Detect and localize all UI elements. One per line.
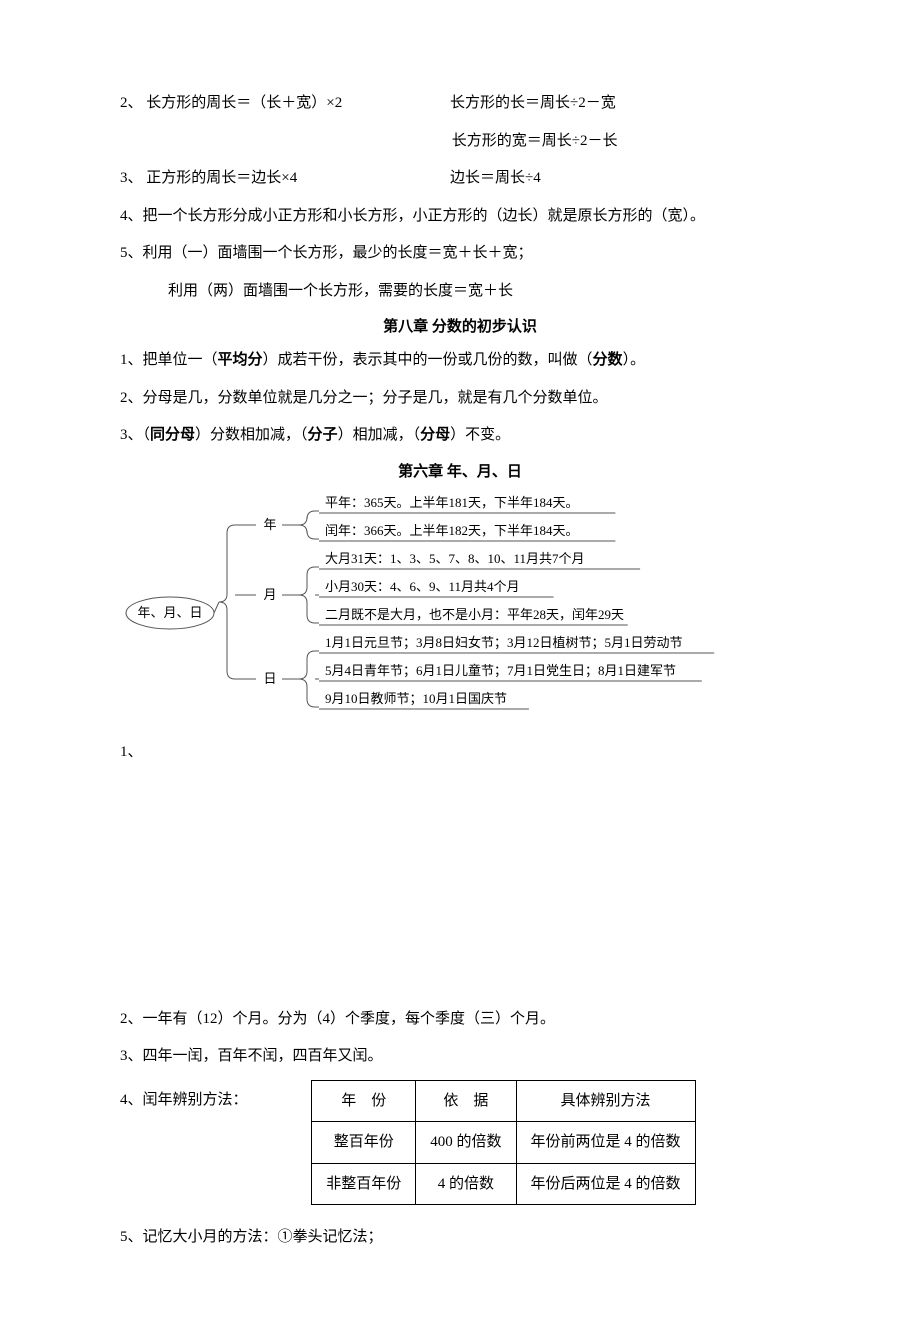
th-method: 具体辨别方法 xyxy=(516,1080,695,1122)
td: 4 的倍数 xyxy=(416,1163,516,1205)
rect-item-3: 3、 正方形的周长＝边长×4 边长＝周长÷4 xyxy=(120,164,800,193)
svg-text:大月31天：1、3、5、7、8、10、11月共7个月: 大月31天：1、3、5、7、8、10、11月共7个月 xyxy=(325,551,585,566)
formula-right: 长方形的长＝周长÷2－宽 xyxy=(450,89,616,118)
svg-text:月: 月 xyxy=(263,587,276,602)
item-num: 5、 xyxy=(120,245,143,261)
ymd-diagram-wrap: 年、月、日 年 平年：365天。上半年181天，下半年184天。闰年：366天。上半… xyxy=(120,491,800,736)
chapter8-body: 1、把单位一（平均分）成若干份，表示其中的一份或几份的数，叫做（分数）。 2、分… xyxy=(120,346,800,450)
document-page: 2、 长方形的周长＝（长＋宽）×2 长方形的长＝周长÷2－宽 长方形的宽＝周长÷… xyxy=(0,0,920,1321)
svg-text:二月既不是大月，也不是小月：平年28天，闰年29天: 二月既不是大月，也不是小月：平年28天，闰年29天 xyxy=(325,607,624,622)
formula-left: 长方形的周长＝（长＋宽）×2 xyxy=(146,89,446,118)
ch6-item-1-num: 1、 xyxy=(120,740,800,761)
leap-year-table: 年 份 依 据 具体辨别方法 整百年份 400 的倍数 年份前两位是 4 的倍数… xyxy=(311,1080,695,1206)
rect-item-5b: 利用（两）面墙围一个长方形，需要的长度＝宽＋长 xyxy=(120,277,800,306)
item-num: 2、 xyxy=(120,95,143,111)
ch8-item-1: 1、把单位一（平均分）成若干份，表示其中的一份或几份的数，叫做（分数）。 xyxy=(120,346,800,375)
ymd-tree-diagram: 年、月、日 年 平年：365天。上半年181天，下半年184天。闰年：366天。上半… xyxy=(120,491,800,736)
vertical-gap xyxy=(120,786,800,996)
rect-item-2b: 长方形的宽＝周长÷2－长 xyxy=(120,127,800,156)
svg-text:平年：365天。上半年181天，下半年184天。: 平年：365天。上半年181天，下半年184天。 xyxy=(325,495,579,510)
item-num: 3、 xyxy=(120,170,143,186)
chapter6-title: 第六章 年、月、日 xyxy=(120,460,800,481)
svg-text:9月10日教师节；10月1日国庆节: 9月10日教师节；10月1日国庆节 xyxy=(325,691,507,707)
svg-text:闰年：366天。上半年182天，下半年184天。: 闰年：366天。上半年182天，下半年184天。 xyxy=(325,523,579,538)
chapter8-title: 第八章 分数的初步认识 xyxy=(120,315,800,336)
section-rectangles: 2、 长方形的周长＝（长＋宽）×2 长方形的长＝周长÷2－宽 长方形的宽＝周长÷… xyxy=(120,89,800,305)
formula-right: 长方形的宽＝周长÷2－长 xyxy=(452,127,618,156)
svg-text:5月4日青年节；6月1日儿童节；7月1日党生日；8月1日建军: 5月4日青年节；6月1日儿童节；7月1日党生日；8月1日建军节 xyxy=(325,663,676,679)
ch6-item-2: 2、一年有（12）个月。分为（4）个季度，每个季度（三）个月。 xyxy=(120,1005,800,1034)
svg-text:年: 年 xyxy=(263,517,276,532)
leap-year-table-wrap: 年 份 依 据 具体辨别方法 整百年份 400 的倍数 年份前两位是 4 的倍数… xyxy=(311,1080,695,1206)
rect-item-5a: 5、利用（一）面墙围一个长方形，最少的长度＝宽＋长＋宽； xyxy=(120,239,800,268)
item-text: 利用（两）面墙围一个长方形，需要的长度＝宽＋长 xyxy=(168,283,513,299)
rect-item-2: 2、 长方形的周长＝（长＋宽）×2 长方形的长＝周长÷2－宽 xyxy=(120,89,800,118)
svg-text:年、月、日: 年、月、日 xyxy=(137,605,202,620)
td: 年份后两位是 4 的倍数 xyxy=(516,1163,695,1205)
ch6-item-3: 3、四年一闰，百年不闰，四百年又闰。 xyxy=(120,1042,800,1071)
item-text: 把一个长方形分成小正方形和小长方形，小正方形的（边长）就是原长方形的（宽）。 xyxy=(143,208,706,224)
td: 整百年份 xyxy=(312,1122,416,1164)
formula-left: 正方形的周长＝边长×4 xyxy=(146,164,446,193)
bold-span: 分母 xyxy=(420,427,450,443)
th-year: 年 份 xyxy=(312,1080,416,1122)
th-basis: 依 据 xyxy=(416,1080,516,1122)
ch8-item-3: 3、（同分母）分数相加减，（分子）相加减，（分母）不变。 xyxy=(120,421,800,450)
item-text: 利用（一）面墙围一个长方形，最少的长度＝宽＋长＋宽； xyxy=(143,245,533,261)
table-row: 非整百年份 4 的倍数 年份后两位是 4 的倍数 xyxy=(312,1163,695,1205)
table-row: 年 份 依 据 具体辨别方法 xyxy=(312,1080,695,1122)
bold-span: 同分母 xyxy=(150,427,195,443)
ch6-item-5: 5、记忆大小月的方法：①拳头记忆法； xyxy=(120,1223,800,1252)
item4-label: 4、闰年辨别方法： xyxy=(120,1080,248,1115)
item-num: 4、 xyxy=(120,208,143,224)
td: 400 的倍数 xyxy=(416,1122,516,1164)
bold-span: 分数 xyxy=(593,352,623,368)
bold-span: 平均分 xyxy=(218,352,263,368)
svg-text:日: 日 xyxy=(263,671,276,686)
formula-right: 边长＝周长÷4 xyxy=(450,164,541,193)
table-row: 整百年份 400 的倍数 年份前两位是 4 的倍数 xyxy=(312,1122,695,1164)
td: 年份前两位是 4 的倍数 xyxy=(516,1122,695,1164)
rect-item-4: 4、把一个长方形分成小正方形和小长方形，小正方形的（边长）就是原长方形的（宽）。 xyxy=(120,202,800,231)
ch8-item-2: 2、分母是几，分数单位就是几分之一；分子是几，就是有几个分数单位。 xyxy=(120,384,800,413)
svg-text:小月30天：4、6、9、11月共4个月: 小月30天：4、6、9、11月共4个月 xyxy=(325,579,520,594)
svg-text:1月1日元旦节；3月8日妇女节；3月12日植树节；5月1日劳: 1月1日元旦节；3月8日妇女节；3月12日植树节；5月1日劳动节 xyxy=(325,635,683,651)
ch6-item-4: 4、闰年辨别方法： 年 份 依 据 具体辨别方法 整百年份 400 的倍数 年份… xyxy=(120,1080,800,1206)
td: 非整百年份 xyxy=(312,1163,416,1205)
bold-span: 分子 xyxy=(308,427,338,443)
